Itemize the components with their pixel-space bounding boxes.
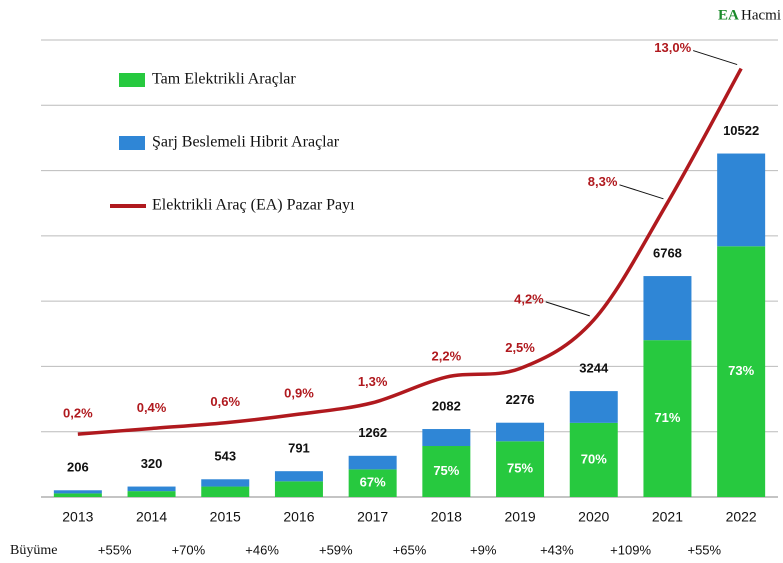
growth-value: +65% bbox=[393, 542, 427, 557]
bar-segment bbox=[717, 153, 766, 247]
growth-value: +9% bbox=[470, 542, 497, 557]
share-label: 75% bbox=[507, 461, 533, 476]
x-tick-label: 2017 bbox=[357, 509, 388, 525]
bar-segment bbox=[348, 469, 397, 497]
growth-value: +109% bbox=[610, 542, 651, 557]
bar-segment bbox=[422, 446, 471, 497]
bar-segment bbox=[643, 340, 692, 497]
bar-segment bbox=[201, 486, 250, 497]
line-label: 2,2% bbox=[432, 348, 462, 363]
share-label: 70% bbox=[581, 451, 607, 466]
legend-label: Tam Elektrikli Araçlar bbox=[152, 71, 296, 88]
total-label: 2082 bbox=[432, 398, 461, 413]
growth-value: +70% bbox=[172, 542, 206, 557]
bar-segment bbox=[127, 491, 176, 497]
title-accent: EA bbox=[718, 7, 739, 23]
legend-swatch bbox=[119, 73, 145, 87]
bar-segment bbox=[53, 493, 102, 497]
growth-value: +55% bbox=[98, 542, 132, 557]
line-label: 0,4% bbox=[137, 400, 167, 415]
line-label: 4,2% bbox=[514, 291, 544, 306]
leader-line bbox=[692, 50, 738, 66]
line-label: 2,5% bbox=[505, 340, 535, 355]
growth-value: +46% bbox=[245, 542, 279, 557]
bar-segment bbox=[127, 486, 176, 492]
growth-value: +55% bbox=[687, 542, 721, 557]
legend-swatch bbox=[119, 136, 145, 150]
x-tick-label: 2013 bbox=[62, 509, 93, 525]
leader-line bbox=[545, 301, 590, 317]
total-label: 543 bbox=[214, 449, 236, 464]
share-label: 67% bbox=[360, 475, 386, 490]
x-tick-label: 2015 bbox=[210, 509, 241, 525]
bar-segment bbox=[717, 246, 766, 497]
total-label: 10522 bbox=[723, 123, 759, 138]
bar-segment bbox=[496, 441, 545, 497]
line-label: 8,3% bbox=[588, 174, 618, 189]
line-label: 13,0% bbox=[654, 40, 691, 55]
share-line bbox=[77, 67, 743, 436]
bar-segment bbox=[274, 471, 323, 482]
x-tick-label: 2021 bbox=[652, 509, 683, 525]
bar-segment bbox=[53, 490, 102, 494]
x-tick-label: 2016 bbox=[283, 509, 314, 525]
x-tick-label: 2020 bbox=[578, 509, 609, 525]
legend-label: Elektrikli Araç (EA) Pazar Payı bbox=[152, 197, 355, 214]
bar-segment bbox=[274, 481, 323, 497]
x-tick-label: 2019 bbox=[504, 509, 535, 525]
line-label: 0,9% bbox=[284, 386, 314, 401]
share-label: 71% bbox=[654, 410, 680, 425]
line-label: 0,6% bbox=[210, 394, 240, 409]
bar-segment bbox=[643, 276, 692, 341]
total-label: 6768 bbox=[653, 246, 682, 261]
total-label: 2276 bbox=[506, 392, 535, 407]
legend-label: Şarj Beslemeli Hibrit Araçlar bbox=[152, 134, 340, 151]
growth-label: Büyüme bbox=[10, 543, 57, 558]
share-label: 73% bbox=[728, 363, 754, 378]
title: Hacmi bbox=[741, 7, 781, 23]
total-label: 3244 bbox=[579, 361, 609, 376]
growth-value: +43% bbox=[540, 542, 574, 557]
bar-segment bbox=[569, 391, 618, 423]
bar-segment bbox=[422, 429, 471, 447]
bar-segment bbox=[496, 422, 545, 442]
x-tick-label: 2018 bbox=[431, 509, 462, 525]
share-label: 75% bbox=[433, 463, 459, 478]
total-label: 320 bbox=[141, 456, 163, 471]
bar-segment bbox=[348, 455, 397, 470]
total-label: 206 bbox=[67, 460, 89, 475]
total-label: 791 bbox=[288, 441, 310, 456]
x-tick-label: 2022 bbox=[726, 509, 757, 525]
bar-segment bbox=[569, 422, 618, 497]
line-label: 0,2% bbox=[63, 406, 93, 421]
line-label: 1,3% bbox=[358, 374, 388, 389]
bar-segment bbox=[201, 479, 250, 487]
growth-value: +59% bbox=[319, 542, 353, 557]
leader-line bbox=[619, 184, 664, 200]
total-label: 1262 bbox=[358, 425, 387, 440]
x-tick-label: 2014 bbox=[136, 509, 167, 525]
